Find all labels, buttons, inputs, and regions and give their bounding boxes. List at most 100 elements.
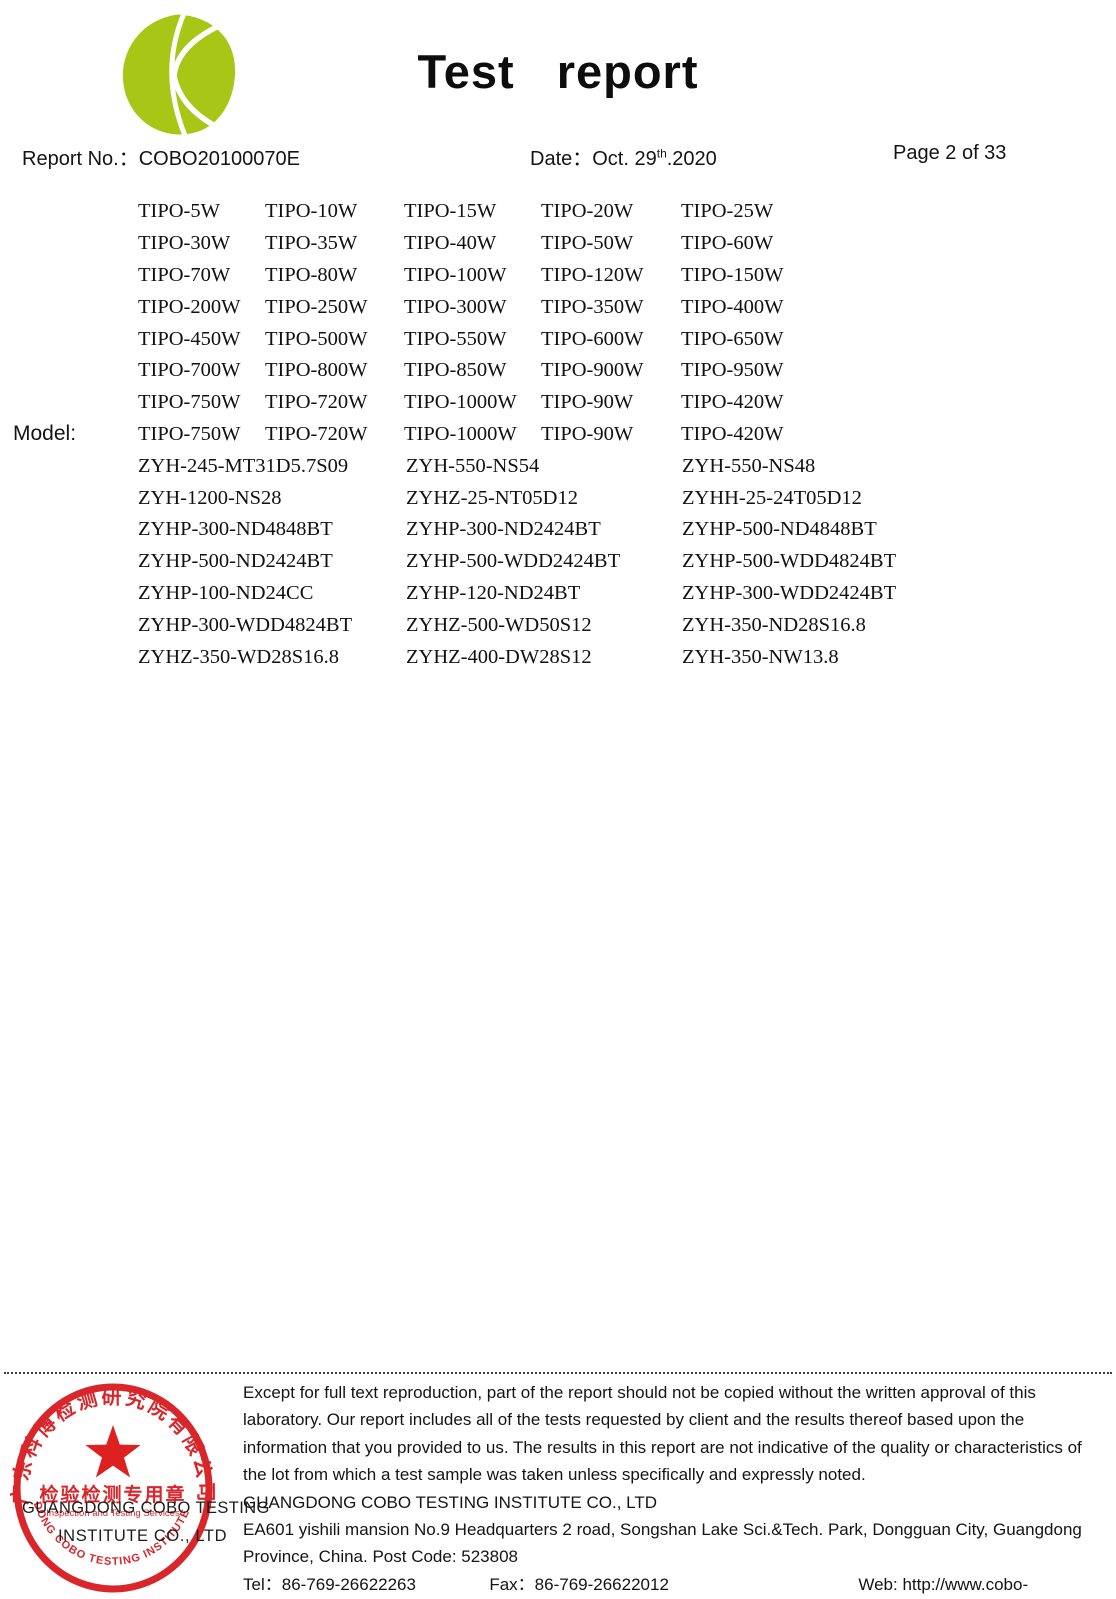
- model-cell: ZYHZ-400-DW28S12: [406, 645, 592, 668]
- model-cell: ZYHP-300-ND4848BT: [138, 518, 333, 541]
- stamp-sub-text: Inspection and Testing Services: [46, 1508, 180, 1519]
- model-row: TIPO-750W TIPO-720W TIPO-1000W TIPO-90W TIPO…: [138, 419, 1078, 451]
- page-indicator: Page 2 of 33: [893, 142, 1007, 164]
- model-cell: TIPO-420W: [681, 422, 784, 445]
- model-cell: TIPO-650W: [681, 327, 784, 350]
- company-name-overlay-line2: INSTITUTE CO., LTD: [58, 1527, 228, 1545]
- model-cell: TIPO-70W: [138, 263, 231, 286]
- website-label: Web:: [858, 1574, 903, 1594]
- telephone-value: 86-769-26622263: [281, 1574, 416, 1594]
- model-cell: ZYHP-300-ND2424BT: [406, 518, 601, 541]
- model-cell: TIPO-5W: [138, 200, 220, 223]
- model-row: TIPO-200W TIPO-250W TIPO-300W TIPO-350W TIPO…: [138, 291, 1078, 323]
- model-cell: ZYH-1200-NS28: [138, 486, 282, 509]
- model-cell: TIPO-35W: [265, 232, 358, 255]
- model-cell: TIPO-600W: [541, 327, 644, 350]
- model-cell: TIPO-350W: [541, 295, 644, 318]
- model-cell: TIPO-700W: [138, 359, 241, 382]
- model-row: ZYHP-500-ND2424BT ZYHP-500-WDD2424BT ZYHP-…: [138, 546, 1078, 578]
- model-cell: TIPO-80W: [265, 263, 358, 286]
- model-cell: TIPO-15W: [404, 200, 497, 223]
- model-row: TIPO-70W TIPO-80W TIPO-100W TIPO-120W TIPO-1…: [138, 260, 1078, 292]
- stamp-center-text: 检验检测专用章: [39, 1483, 186, 1506]
- model-cell: TIPO-720W: [265, 391, 368, 414]
- report-number-label: Report No.：: [22, 148, 139, 170]
- fax: Fax：86-769-26622012: [489, 1571, 858, 1599]
- model-row: ZYHP-300-WDD4824BT ZYHZ-500-WD50S12 ZYH-35…: [138, 609, 1078, 641]
- page-title: Test report: [417, 45, 699, 98]
- model-cell: TIPO-800W: [265, 359, 368, 382]
- report-date-label: Date：: [530, 148, 593, 170]
- model-row: ZYH-245-MT31D5.7S09 ZYH-550-NS54 ZYH-550-N…: [138, 450, 1078, 482]
- report-date-year: .2020: [666, 148, 717, 170]
- model-cell: TIPO-750W: [138, 391, 241, 414]
- model-cell: TIPO-90W: [541, 422, 634, 445]
- model-row: TIPO-5W TIPO-10W TIPO-15W TIPO-20W TIPO-25W: [138, 196, 1078, 228]
- model-cell: TIPO-120W: [541, 263, 644, 286]
- model-cell: TIPO-1000W: [404, 391, 517, 414]
- model-cell: TIPO-900W: [541, 359, 644, 382]
- model-cell: TIPO-40W: [404, 232, 497, 255]
- model-label: Model:: [13, 422, 77, 445]
- model-cell: TIPO-90W: [541, 391, 634, 414]
- model-cell: TIPO-30W: [138, 232, 231, 255]
- model-cell: TIPO-60W: [681, 232, 774, 255]
- company-name: GUANGDONG COBO TESTING INSTITUTE CO., LT…: [243, 1492, 658, 1512]
- model-cell: ZYH-245-MT31D5.7S09: [138, 454, 349, 477]
- stamp-ring: [13, 1383, 213, 1593]
- model-cell: ZYHP-300-WDD2424BT: [682, 581, 897, 604]
- model-cell: TIPO-550W: [404, 327, 507, 350]
- model-cell: ZYH-350-NW13.8: [682, 645, 839, 668]
- report-number-value: COBO20100070E: [138, 148, 300, 170]
- model-cell: ZYH-350-ND28S16.8: [682, 613, 866, 636]
- footer-separator-line: [4, 1372, 1112, 1374]
- fax-label: Fax：: [489, 1574, 535, 1594]
- model-cell: ZYHP-500-ND4848BT: [682, 518, 877, 541]
- model-row: ZYH-1200-NS28 ZYHZ-25-NT05D12 ZYHH-25-24T0…: [138, 482, 1078, 514]
- telephone-label: Tel：: [243, 1574, 282, 1594]
- model-cell: TIPO-720W: [265, 422, 368, 445]
- model-cell: TIPO-420W: [681, 391, 784, 414]
- contact-row: Tel：86-769-26622263 Fax：86-769-26622012 …: [243, 1571, 1088, 1599]
- model-cell: ZYH-550-NS48: [682, 454, 816, 477]
- model-cell: TIPO-20W: [541, 200, 634, 223]
- model-row: TIPO-450W TIPO-500W TIPO-550W TIPO-600W TIPO…: [138, 323, 1078, 355]
- model-row: TIPO-30W TIPO-35W TIPO-40W TIPO-50W TIPO-60W: [138, 228, 1078, 260]
- model-row: ZYHZ-350-WD28S16.8 ZYHZ-400-DW28S12 ZYH-35…: [138, 641, 1078, 673]
- model-cell: TIPO-150W: [681, 263, 784, 286]
- model-cell: ZYHP-500-ND2424BT: [138, 550, 333, 573]
- cobo-leaf-logo: [122, 13, 236, 136]
- report-date: Date：Oct. 29th.2020: [530, 142, 717, 171]
- model-row: ZYHP-100-ND24CC ZYHP-120-ND24BT ZYHP-300-W…: [138, 578, 1078, 610]
- model-cell: TIPO-25W: [681, 200, 774, 223]
- model-cell: TIPO-250W: [265, 295, 368, 318]
- model-cell: ZYHP-500-WDD2424BT: [406, 550, 621, 573]
- model-cell: TIPO-750W: [138, 422, 241, 445]
- report-number: Report No.：COBO20100070E: [22, 142, 300, 171]
- model-row: ZYHP-300-ND4848BT ZYHP-300-ND2424BT ZYHP-5…: [138, 514, 1078, 546]
- model-cell: TIPO-300W: [404, 295, 507, 318]
- model-cell: ZYHZ-350-WD28S16.8: [138, 645, 339, 668]
- fax-value: 86-769-26622012: [534, 1574, 669, 1594]
- telephone: Tel：86-769-26622263: [243, 1571, 489, 1599]
- disclaimer-text: Except for full text reproduction, part …: [243, 1383, 1082, 1485]
- model-cell: TIPO-10W: [265, 200, 358, 223]
- company-name-overlay-line1: GUANGDONG COBO TESTING: [22, 1499, 270, 1517]
- model-cell: ZYHZ-500-WD50S12: [406, 613, 592, 636]
- model-cell: ZYHP-120-ND24BT: [406, 581, 581, 604]
- model-cell: TIPO-400W: [681, 295, 784, 318]
- model-cell: TIPO-850W: [404, 359, 507, 382]
- model-cell: TIPO-1000W: [404, 422, 517, 445]
- company-address: EA601 yishili mansion No.9 Headquarters …: [243, 1520, 1082, 1567]
- website: Web: http://www.cobo-test.com: [858, 1571, 1088, 1599]
- report-date-ordinal: th: [656, 146, 667, 161]
- model-cell: TIPO-50W: [541, 232, 634, 255]
- stamp-star-icon: [85, 1425, 141, 1478]
- company-seal-stamp: 广东科博检测研究院有限公司 检验检测专用章 Inspection and Tes…: [10, 1382, 213, 1593]
- model-row: TIPO-700W TIPO-800W TIPO-850W TIPO-900W TIPO…: [138, 355, 1078, 387]
- model-list: TIPO-5W TIPO-10W TIPO-15W TIPO-20W TIPO-25W T…: [138, 196, 1078, 673]
- report-date-day: Oct. 29: [592, 148, 657, 170]
- model-cell: ZYH-550-NS54: [406, 454, 540, 477]
- model-cell: ZYHP-100-ND24CC: [138, 581, 314, 604]
